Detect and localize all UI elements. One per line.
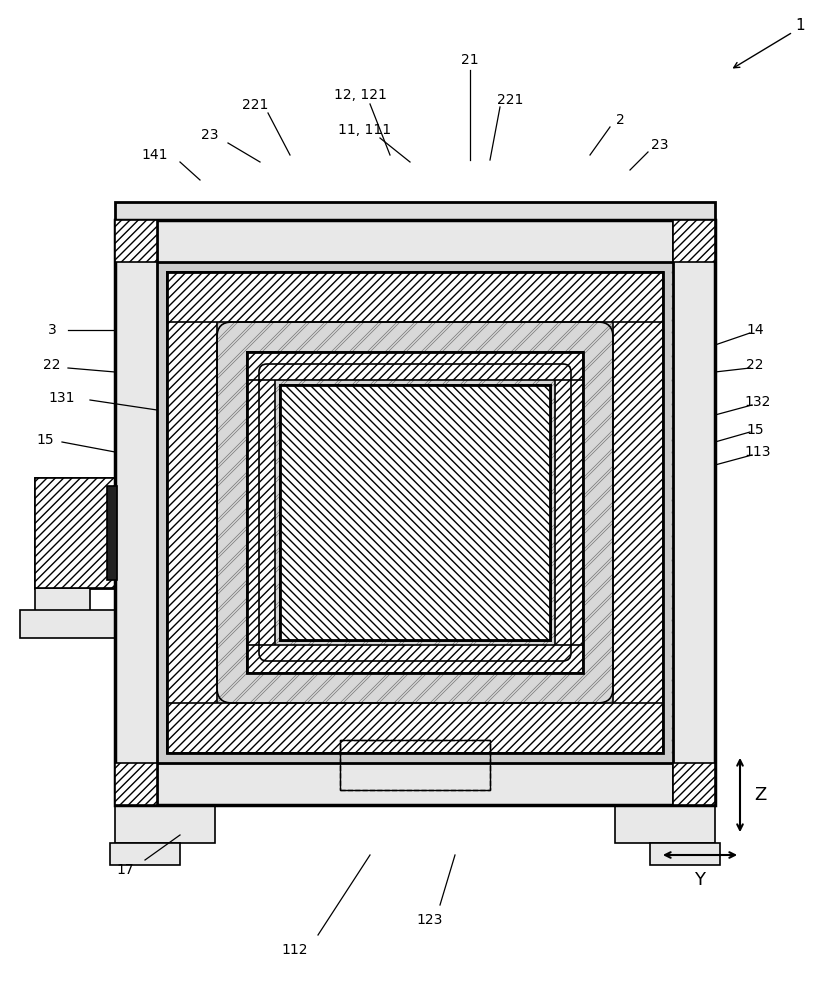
Text: 3: 3: [47, 323, 57, 337]
Bar: [35, 588, 90, 616]
Bar: [115, 220, 715, 805]
Text: 141: 141: [142, 148, 168, 162]
Text: 22: 22: [43, 358, 61, 372]
Text: 21: 21: [461, 53, 479, 67]
Bar: [20, 610, 115, 638]
Bar: [115, 220, 157, 262]
Bar: [115, 763, 715, 805]
Bar: [115, 220, 715, 805]
Bar: [247, 645, 583, 673]
Text: 15: 15: [746, 423, 764, 437]
Text: 123: 123: [416, 913, 443, 927]
Bar: [167, 272, 663, 753]
Text: 221: 221: [496, 93, 523, 107]
Text: 11, 111: 11, 111: [338, 123, 392, 137]
Bar: [35, 478, 115, 588]
Bar: [115, 202, 715, 220]
Text: 132: 132: [745, 395, 771, 409]
Text: 23: 23: [651, 138, 669, 152]
Bar: [167, 272, 663, 322]
Bar: [555, 352, 583, 673]
Text: 22: 22: [746, 358, 764, 372]
Text: 1: 1: [796, 17, 805, 32]
Bar: [115, 220, 715, 262]
Text: 112: 112: [282, 943, 308, 957]
Bar: [167, 272, 217, 753]
Bar: [340, 740, 490, 790]
Text: Y: Y: [695, 871, 706, 889]
Text: 113: 113: [745, 445, 771, 459]
Bar: [115, 220, 157, 805]
Bar: [280, 385, 550, 640]
Bar: [247, 352, 275, 673]
Bar: [613, 272, 663, 753]
Text: 17: 17: [116, 863, 134, 877]
Bar: [35, 478, 115, 588]
Bar: [340, 740, 490, 790]
Bar: [115, 805, 215, 843]
Bar: [167, 272, 663, 753]
Bar: [650, 843, 720, 865]
Bar: [247, 352, 583, 673]
Bar: [217, 322, 613, 703]
Bar: [115, 763, 157, 805]
Text: 2: 2: [616, 113, 625, 127]
Bar: [673, 763, 715, 805]
Text: 14: 14: [746, 323, 764, 337]
Bar: [280, 385, 550, 640]
Bar: [110, 843, 180, 865]
Text: 221: 221: [242, 98, 268, 112]
Bar: [615, 805, 715, 843]
Bar: [167, 703, 663, 753]
Bar: [673, 220, 715, 805]
Bar: [673, 220, 715, 262]
Text: 12, 121: 12, 121: [333, 88, 387, 102]
Text: 23: 23: [202, 128, 219, 142]
Bar: [107, 486, 117, 580]
Text: 131: 131: [49, 391, 75, 405]
Bar: [247, 352, 583, 380]
Text: Z: Z: [754, 786, 766, 804]
Text: 15: 15: [36, 433, 54, 447]
